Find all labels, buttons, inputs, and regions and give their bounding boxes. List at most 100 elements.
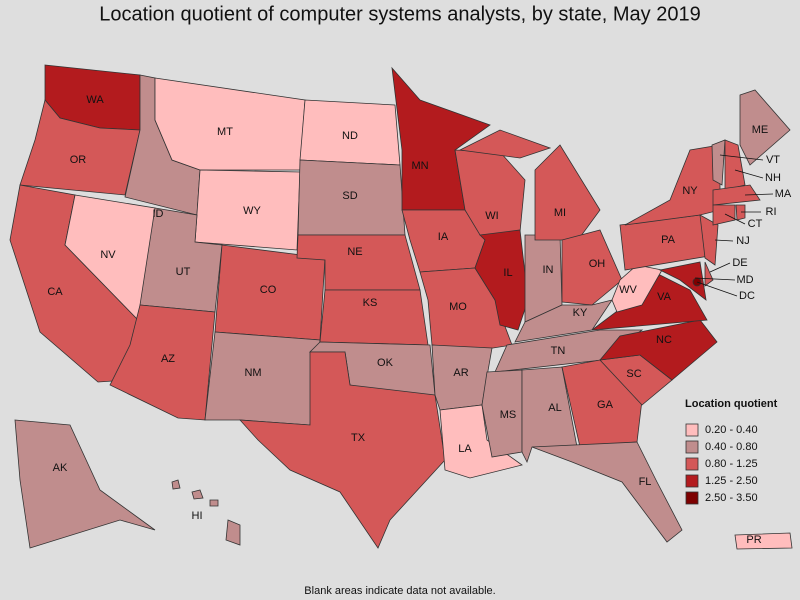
legend-label: 2.50 - 3.50 bbox=[705, 492, 758, 504]
state-label: NC bbox=[656, 334, 672, 346]
legend-label: 0.80 - 1.25 bbox=[705, 458, 758, 470]
state-shape bbox=[658, 261, 707, 301]
state-label: KY bbox=[573, 307, 588, 319]
state-label: SD bbox=[342, 190, 357, 202]
state-label: CA bbox=[47, 286, 63, 298]
state-shape bbox=[109, 304, 216, 421]
state-label: ND bbox=[342, 130, 358, 142]
state-shape bbox=[225, 519, 241, 546]
legend-swatch bbox=[685, 457, 699, 471]
state-label: PA bbox=[661, 234, 676, 246]
footnote: Blank areas indicate data not available. bbox=[304, 585, 495, 597]
state-label: NH bbox=[765, 172, 781, 184]
state-label: NY bbox=[682, 185, 698, 197]
state-label: WY bbox=[243, 205, 261, 217]
leader-line bbox=[734, 169, 764, 179]
leader-line bbox=[714, 239, 734, 242]
state-label: MN bbox=[411, 160, 428, 172]
state-label: GA bbox=[597, 399, 614, 411]
title: Location quotient of computer systems an… bbox=[99, 3, 700, 25]
state-shape bbox=[209, 499, 219, 507]
state-shape bbox=[735, 204, 746, 221]
state-shape bbox=[458, 129, 552, 159]
state-label: VT bbox=[766, 154, 780, 166]
state-label: HI bbox=[192, 510, 203, 522]
state-shape bbox=[561, 229, 623, 306]
state-label: AL bbox=[548, 402, 561, 414]
state-label: SC bbox=[626, 368, 641, 380]
state-label: MD bbox=[736, 274, 753, 286]
leader-line bbox=[696, 281, 738, 297]
state-label: RI bbox=[766, 206, 777, 218]
legend-swatch bbox=[685, 423, 699, 437]
legend-swatch bbox=[685, 474, 699, 488]
state-label: TN bbox=[551, 345, 566, 357]
legend-swatch bbox=[685, 440, 699, 454]
state-label: MI bbox=[554, 207, 566, 219]
leader-line bbox=[719, 154, 764, 161]
state-label: ID bbox=[153, 208, 164, 220]
state-shape bbox=[14, 419, 156, 549]
state-shape bbox=[734, 532, 793, 550]
state-label: FL bbox=[639, 476, 652, 488]
state-shape bbox=[239, 351, 446, 549]
state-label: MS bbox=[500, 409, 517, 421]
state-shape bbox=[724, 139, 746, 191]
state-shape bbox=[739, 89, 791, 166]
legend-label: 0.40 - 0.80 bbox=[705, 441, 758, 453]
state-shape bbox=[191, 489, 204, 500]
leader-line bbox=[694, 277, 736, 281]
state-shape bbox=[711, 139, 726, 186]
state-label: DC bbox=[739, 290, 755, 302]
state-label: DE bbox=[732, 257, 747, 269]
legend: 0.20 - 0.40 0.40 - 0.80 0.80 - 1.25 1.25 - … bbox=[685, 423, 758, 505]
leader-line bbox=[709, 262, 731, 273]
state-label: AR bbox=[453, 367, 468, 379]
state-shape bbox=[712, 184, 761, 206]
state-shape bbox=[171, 479, 181, 490]
state-label: IA bbox=[438, 231, 449, 243]
state-label: OK bbox=[377, 357, 394, 369]
state-label: OH bbox=[589, 258, 606, 270]
state-label: MT bbox=[217, 126, 233, 138]
legend-label: 1.25 - 2.50 bbox=[705, 475, 758, 487]
state-shape bbox=[699, 214, 719, 266]
state-label: IN bbox=[543, 264, 554, 276]
state-label: KS bbox=[363, 297, 378, 309]
legend-title: Location quotient bbox=[685, 398, 778, 410]
state-label: CO bbox=[260, 284, 277, 296]
state-label: NM bbox=[244, 367, 261, 379]
state-shape bbox=[534, 144, 601, 241]
state-shape bbox=[712, 204, 736, 226]
states bbox=[9, 64, 793, 550]
state-labels: WA OR CA NV ID MT WY UT CO AZ NM ND SD NE KS OK TX MN IA MO… bbox=[47, 94, 792, 546]
state-label: WI bbox=[485, 210, 498, 222]
state-shape bbox=[474, 229, 529, 331]
state-label: ME bbox=[752, 124, 769, 136]
legend-label: 0.20 - 0.40 bbox=[705, 424, 758, 436]
state-shape bbox=[704, 261, 714, 287]
state-shape bbox=[204, 331, 321, 426]
legend-swatch bbox=[685, 491, 699, 505]
state-label: NJ bbox=[736, 235, 749, 247]
state-label: TX bbox=[351, 432, 366, 444]
state-label: MA bbox=[775, 188, 792, 200]
state-label: WV bbox=[619, 284, 637, 296]
state-label: NV bbox=[100, 249, 116, 261]
state-shape bbox=[531, 441, 683, 543]
state-label: UT bbox=[176, 266, 191, 278]
state-label: IL bbox=[503, 267, 512, 279]
state-shape bbox=[481, 369, 523, 458]
state-label: AZ bbox=[161, 353, 175, 365]
state-label: PR bbox=[746, 534, 761, 546]
state-label: OR bbox=[70, 154, 87, 166]
state-label: CT bbox=[748, 218, 763, 230]
state-label: NE bbox=[347, 246, 362, 258]
state-label: AK bbox=[53, 462, 68, 474]
state-shape bbox=[599, 319, 718, 381]
leader-line bbox=[744, 193, 774, 196]
leader-line bbox=[724, 213, 746, 225]
state-label: WA bbox=[86, 94, 104, 106]
state-label: VA bbox=[657, 291, 672, 303]
